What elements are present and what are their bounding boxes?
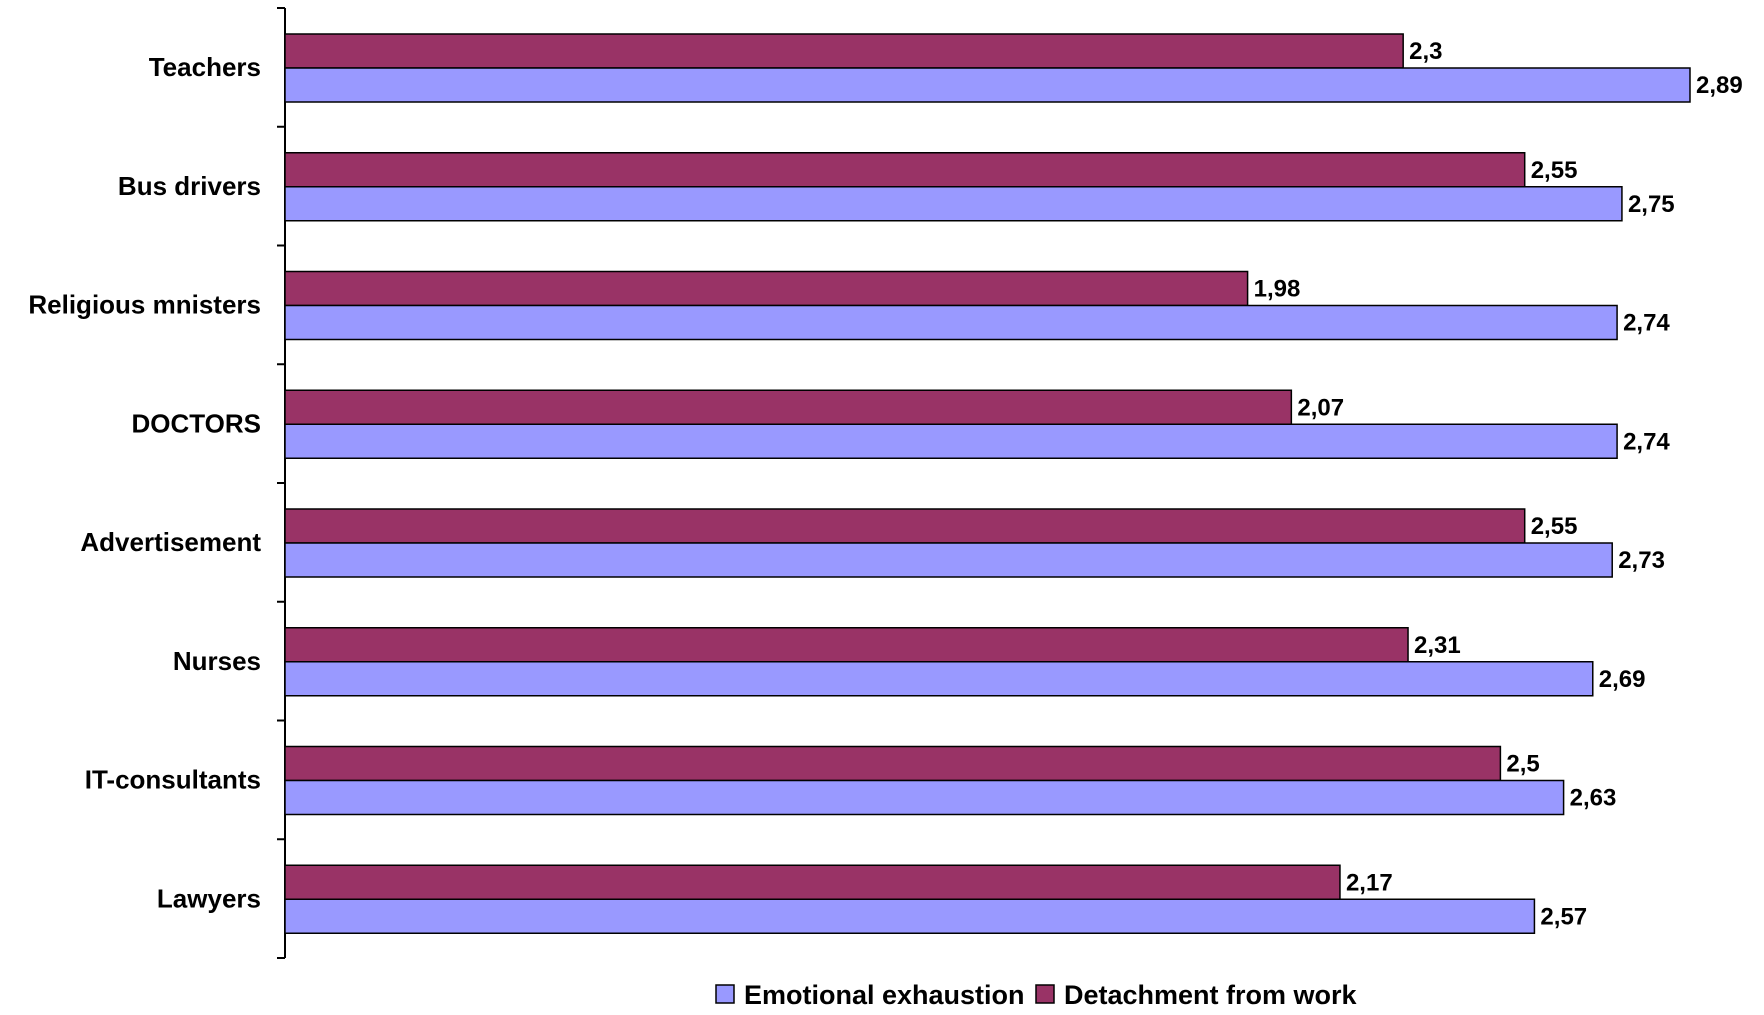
- data-label: 2,69: [1599, 666, 1646, 693]
- data-label: 2,31: [1414, 632, 1461, 659]
- bar-detachment-from-work: [284, 270, 1249, 307]
- data-label: 2,74: [1623, 428, 1670, 455]
- bar-emotional-exhaustion: [284, 661, 1594, 697]
- bar-detachment-from-work: [284, 152, 1526, 188]
- data-label: 1,98: [1254, 276, 1301, 303]
- data-label: 2,5: [1506, 751, 1539, 778]
- category-label: IT-consultants: [85, 765, 261, 795]
- category-label: Religious mnisters: [28, 290, 261, 320]
- legend-label: Emotional exhaustion: [744, 980, 1025, 1010]
- data-label: 2,63: [1570, 785, 1617, 812]
- data-label: 2,57: [1540, 903, 1587, 930]
- category-label: Nurses: [173, 646, 261, 676]
- legend: Emotional exhaustion Detachment from work: [715, 980, 1358, 1010]
- bar-detachment-from-work: [284, 745, 1502, 782]
- bar-emotional-exhaustion: [284, 542, 1613, 578]
- bar-detachment-from-work: [284, 33, 1404, 69]
- data-label: 2,55: [1531, 513, 1578, 540]
- category-label: Lawyers: [157, 883, 261, 913]
- axis-layer: [277, 7, 286, 959]
- bar-emotional-exhaustion: [284, 186, 1623, 222]
- data-label: 2,17: [1346, 869, 1393, 896]
- data-label: 2,89: [1696, 72, 1743, 99]
- bar-detachment-from-work: [284, 864, 1341, 900]
- bar-emotional-exhaustion: [284, 304, 1618, 341]
- bar-emotional-exhaustion: [284, 423, 1618, 459]
- bars-layer: [284, 33, 1691, 934]
- category-label: Teachers: [149, 52, 261, 82]
- bar-emotional-exhaustion: [284, 779, 1565, 816]
- legend-swatch: [1035, 984, 1055, 1004]
- bar-emotional-exhaustion: [284, 67, 1691, 103]
- legend-label: Detachment from work: [1064, 980, 1358, 1010]
- data-label: 2,73: [1618, 547, 1665, 574]
- bar-emotional-exhaustion: [284, 898, 1536, 934]
- data-label: 2,55: [1531, 157, 1578, 184]
- category-label: Bus drivers: [118, 171, 261, 201]
- category-label: DOCTORS: [131, 408, 261, 438]
- legend-swatch: [715, 984, 735, 1004]
- category-label: Advertisement: [80, 527, 261, 557]
- data-label: 2,74: [1623, 310, 1670, 337]
- data-label: 2,07: [1297, 394, 1344, 421]
- data-label: 2,3: [1409, 38, 1442, 65]
- bar-detachment-from-work: [284, 627, 1409, 663]
- bar-detachment-from-work: [284, 508, 1526, 544]
- labels-layer: Teachers 2,3 2,89 Bus drivers 2,55 2,75 Religi…: [28, 38, 1742, 930]
- bar-detachment-from-work: [284, 389, 1293, 425]
- data-label: 2,75: [1628, 191, 1675, 218]
